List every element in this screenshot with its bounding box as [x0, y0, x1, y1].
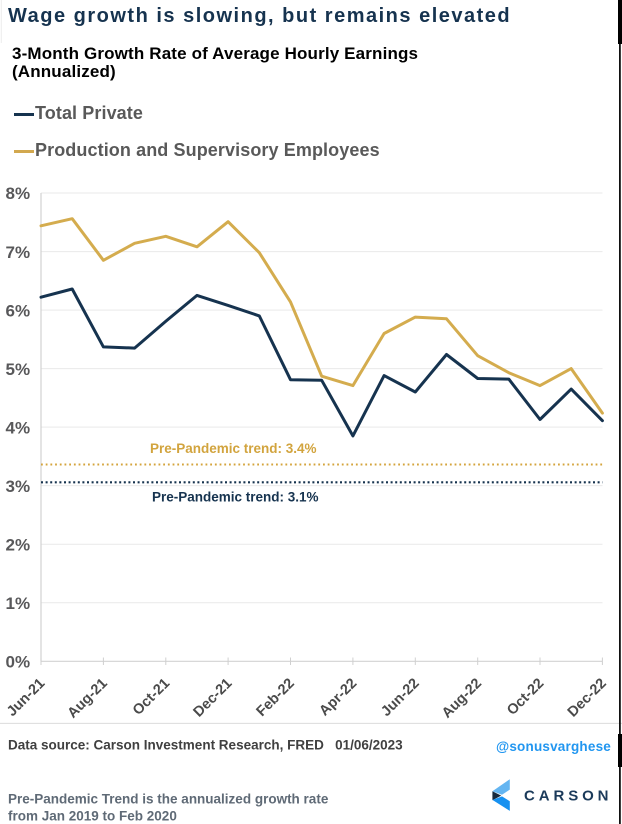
svg-text:Oct-21: Oct-21 — [130, 676, 173, 719]
svg-text:4%: 4% — [6, 418, 31, 437]
svg-text:3%: 3% — [6, 477, 31, 496]
svg-text:Aug-21: Aug-21 — [65, 676, 111, 722]
svg-text:5%: 5% — [6, 360, 31, 379]
svg-text:Data source: Carson Investment: Data source: Carson Investment Research,… — [8, 738, 403, 753]
svg-text:2%: 2% — [6, 535, 31, 554]
svg-text:8%: 8% — [6, 184, 31, 203]
svg-text:Pre-Pandemic Trend is the annu: Pre-Pandemic Trend is the annualized gro… — [8, 792, 329, 807]
svg-text:Jun-21: Jun-21 — [4, 676, 48, 720]
svg-text:Apr-22: Apr-22 — [316, 676, 360, 720]
svg-text:Pre-Pandemic trend: 3.1%: Pre-Pandemic trend: 3.1% — [152, 490, 319, 505]
svg-text:from Jan 2019 to Feb 2020: from Jan 2019 to Feb 2020 — [8, 809, 177, 824]
svg-text:Feb-22: Feb-22 — [253, 676, 297, 720]
svg-text:Pre-Pandemic trend: 3.4%: Pre-Pandemic trend: 3.4% — [150, 441, 317, 456]
svg-text:Dec-21: Dec-21 — [190, 676, 235, 721]
svg-text:1%: 1% — [6, 594, 31, 613]
svg-text:Jun-22: Jun-22 — [378, 676, 422, 720]
svg-text:7%: 7% — [6, 243, 31, 262]
svg-text:Dec-22: Dec-22 — [565, 676, 610, 721]
svg-text:@sonusvarghese: @sonusvarghese — [496, 739, 611, 754]
svg-text:CARSON: CARSON — [524, 787, 612, 804]
svg-text:Oct-22: Oct-22 — [504, 676, 547, 719]
svg-text:6%: 6% — [6, 301, 31, 320]
svg-text:0%: 0% — [6, 653, 31, 672]
svg-text:Aug-22: Aug-22 — [439, 676, 485, 722]
